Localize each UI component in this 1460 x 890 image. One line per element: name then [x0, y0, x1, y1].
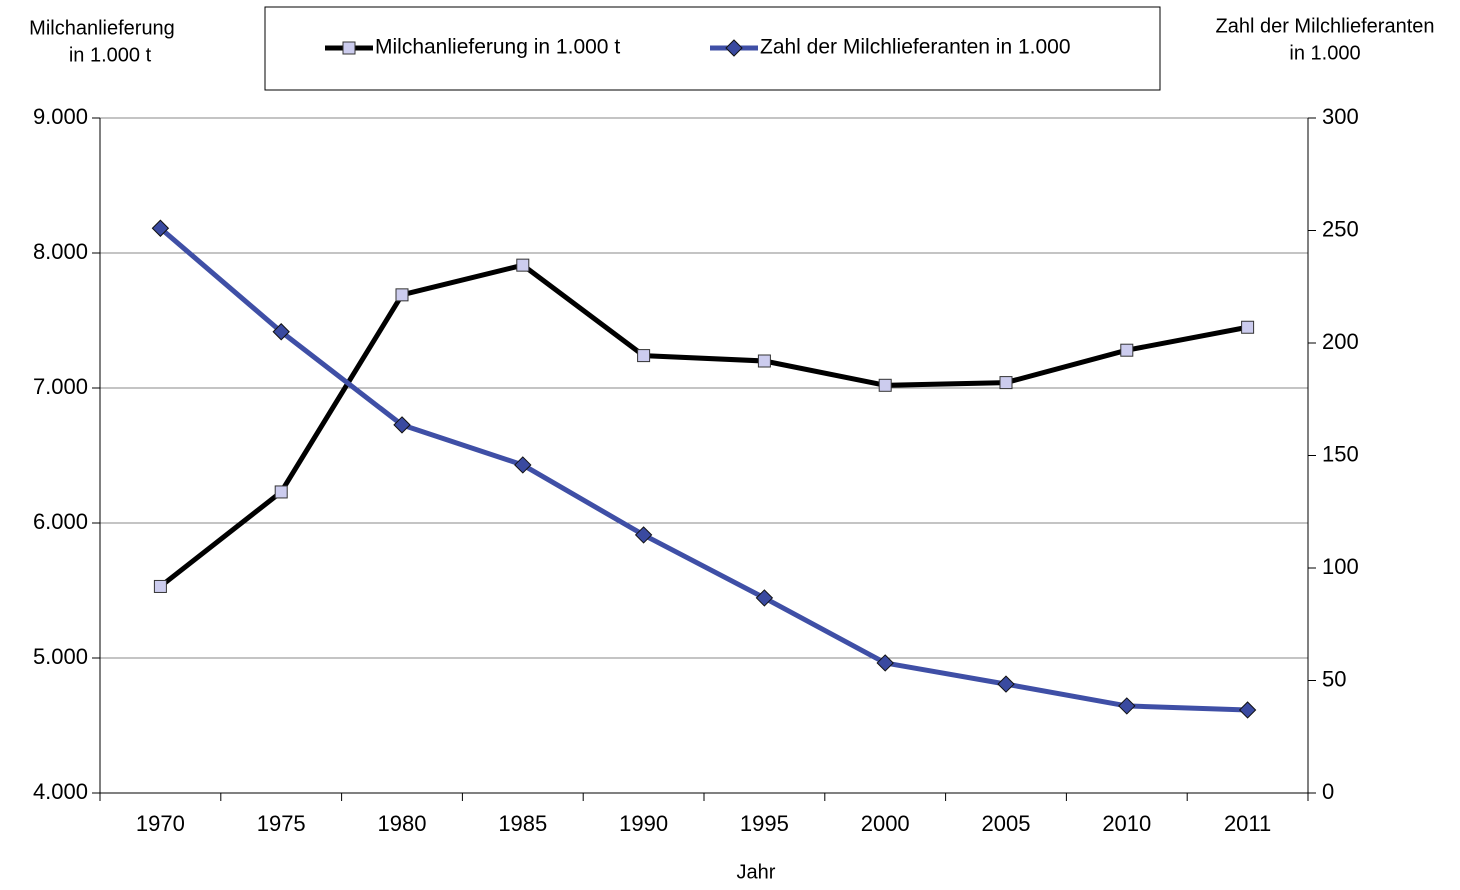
- series-line: [158, 262, 1249, 589]
- y-tick-label: 7.000: [33, 374, 88, 399]
- y2-axis-title: in 1.000: [1289, 42, 1360, 64]
- point: [999, 376, 1013, 390]
- y-axis-title: in 1.000 t: [69, 44, 152, 66]
- legend-label: Zahl der Milchlieferanten in 1.000: [760, 36, 1071, 59]
- point: [274, 485, 288, 499]
- y-tick-label: 6.000: [33, 509, 88, 534]
- point: [878, 378, 892, 392]
- y-tick-label: 8.000: [33, 239, 88, 264]
- legend-marker: [342, 41, 356, 55]
- point: [395, 288, 409, 302]
- point: [876, 654, 894, 672]
- x-tick-label: 2005: [982, 811, 1031, 836]
- point: [1120, 343, 1134, 357]
- x-tick-label: 2010: [1102, 811, 1151, 836]
- point: [997, 675, 1015, 693]
- x-tick-label: 2011: [1224, 811, 1271, 836]
- x-tick-label: 1975: [257, 811, 306, 836]
- x-tick-label: 1990: [619, 811, 668, 836]
- x-axis-title: Jahr: [737, 861, 776, 883]
- point: [1238, 701, 1257, 719]
- y2-axis-title: Zahl der Milchlieferanten: [1216, 15, 1435, 37]
- y2-tick-label: 300: [1322, 104, 1359, 129]
- point: [1241, 320, 1255, 334]
- point: [1118, 697, 1136, 715]
- y-axis-title: Milchanlieferung: [29, 17, 175, 39]
- y2-tick-label: 200: [1322, 329, 1359, 354]
- x-tick-label: 1985: [498, 811, 547, 836]
- y2-tick-label: 100: [1322, 554, 1359, 579]
- point: [272, 323, 290, 341]
- x-tick-label: 1995: [740, 811, 789, 836]
- point: [514, 456, 532, 474]
- x-tick-label: 1970: [136, 811, 185, 836]
- point: [755, 589, 774, 607]
- series-line: [158, 226, 1248, 713]
- x-tick-label: 2000: [861, 811, 910, 836]
- point: [393, 416, 411, 434]
- point: [637, 349, 651, 363]
- point: [151, 219, 170, 237]
- legend-label: Milchanlieferung in 1.000 t: [375, 36, 620, 59]
- x-tick-label: 1980: [378, 811, 427, 836]
- y-tick-label: 5.000: [33, 644, 88, 669]
- y-tick-label: 9.000: [33, 104, 88, 129]
- point: [634, 526, 653, 544]
- y-tick-label: 4.000: [33, 779, 88, 804]
- y2-tick-label: 150: [1322, 441, 1359, 466]
- legend-marker: [725, 39, 743, 57]
- point: [153, 579, 167, 593]
- y2-tick-label: 50: [1322, 666, 1346, 691]
- y2-tick-label: 250: [1322, 216, 1359, 241]
- point: [516, 258, 530, 272]
- point: [757, 354, 771, 368]
- y2-tick-label: 0: [1322, 779, 1334, 804]
